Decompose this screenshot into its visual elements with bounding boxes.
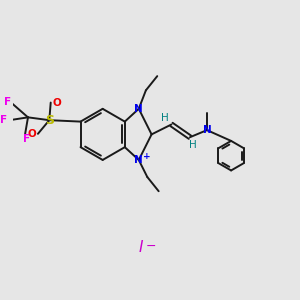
Text: −: − [146,240,156,253]
Text: N: N [134,155,143,165]
Text: N: N [134,104,143,114]
Text: O: O [52,98,61,108]
Text: S: S [45,114,54,127]
Text: O: O [27,129,36,139]
Text: H: H [189,140,196,150]
Text: I: I [139,241,143,256]
Text: F: F [23,134,30,145]
Text: +: + [143,152,151,161]
Text: N: N [202,125,211,135]
Text: F: F [0,115,8,125]
Text: H: H [161,113,169,123]
Text: F: F [4,97,11,107]
